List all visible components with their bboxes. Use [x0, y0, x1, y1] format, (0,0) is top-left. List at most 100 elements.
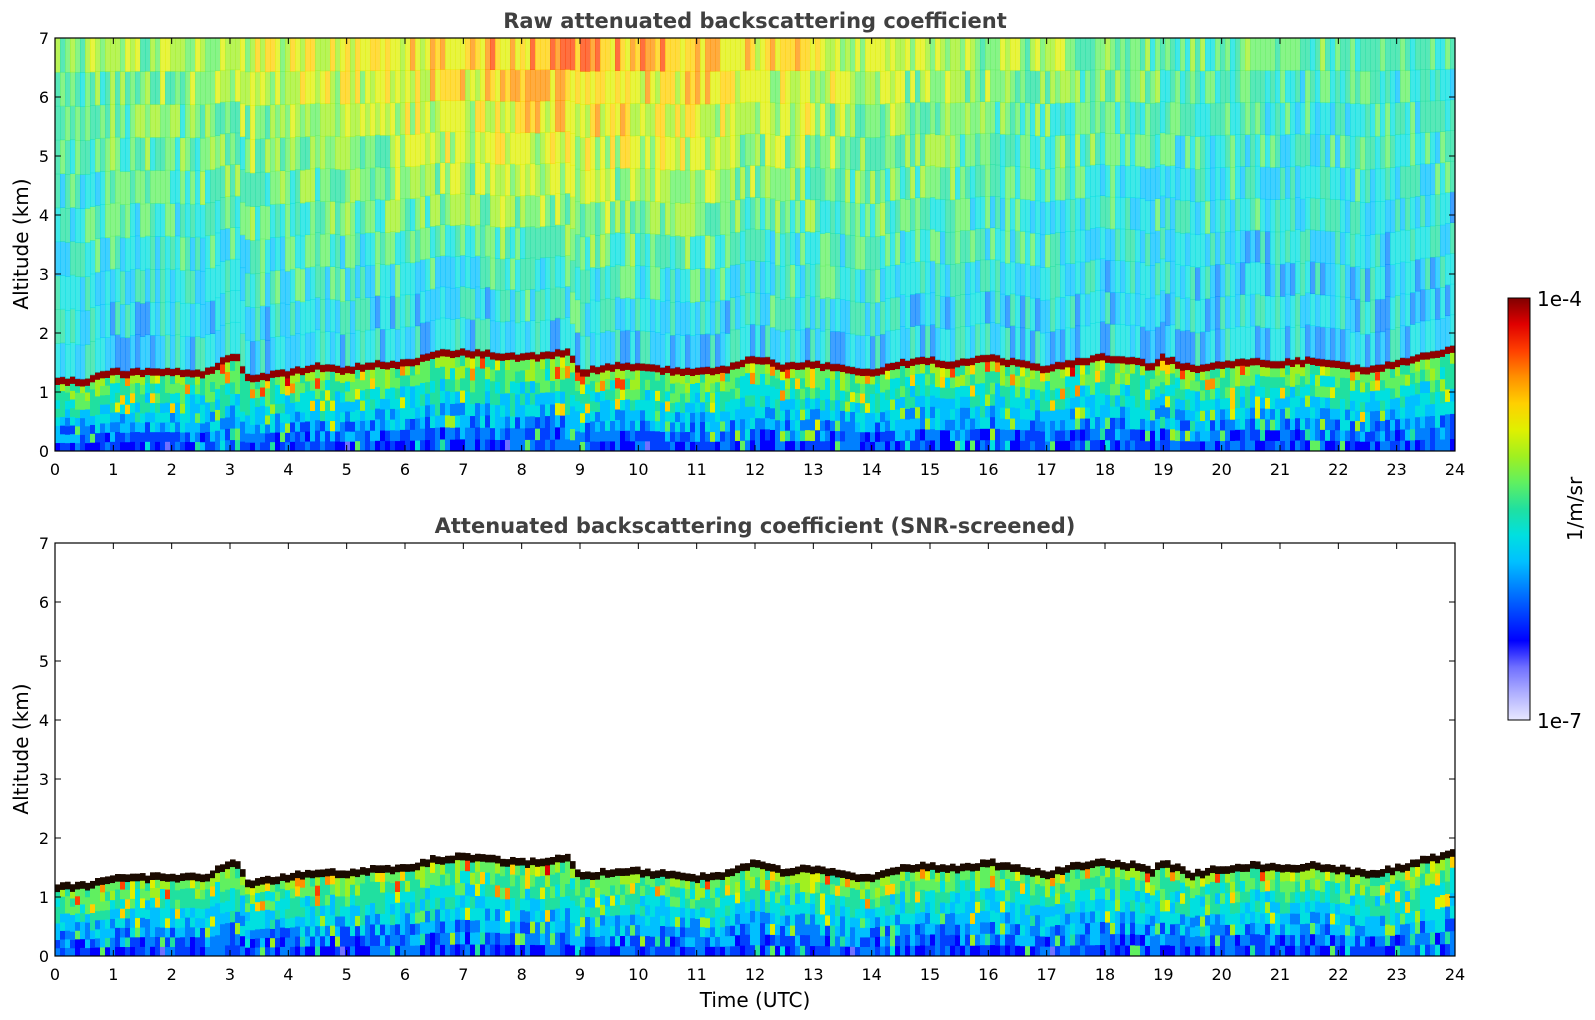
panel-raw-noise-cell: [135, 103, 141, 138]
panel-raw-noise-cell: [750, 133, 756, 166]
panel-raw-cell: [480, 439, 486, 451]
panel-raw-noise-cell: [1225, 295, 1231, 329]
panel-raw-noise-cell: [1245, 294, 1251, 328]
panel-raw-noise-cell: [1245, 70, 1251, 103]
panel-raw-cell: [1315, 385, 1321, 397]
panel-raw-cell: [715, 401, 721, 412]
panel-raw-noise-cell: [570, 323, 576, 356]
panel-raw-noise-cell: [1330, 70, 1336, 103]
panel-raw-cell: [1040, 420, 1046, 432]
panel-raw-noise-cell: [270, 38, 276, 72]
panel-raw-noise-cell: [110, 169, 116, 204]
panel-raw-noise-cell: [330, 331, 336, 365]
panel-raw-cell: [855, 421, 861, 433]
panel-raw-noise-cell: [410, 230, 416, 264]
panel-raw-noise-cell: [660, 235, 666, 270]
panel-raw-noise-cell: [1090, 228, 1096, 261]
panel-raw-cell: [625, 409, 631, 421]
panel-raw-noise-cell: [635, 70, 641, 104]
panel-raw-noise-cell: [820, 70, 826, 104]
panel-raw-noise-cell: [815, 231, 821, 265]
panel-raw-noise-cell: [1250, 69, 1256, 103]
panel-raw-cell: [295, 421, 301, 432]
panel-raw-noise-cell: [155, 334, 161, 369]
panel-raw-cell: [815, 376, 821, 388]
panel-raw-cell: [1030, 388, 1036, 400]
panel-raw-noise-cell: [440, 286, 446, 319]
panel-raw-cell: [895, 377, 901, 389]
panel-raw-noise-cell: [345, 103, 351, 137]
panel-raw-cell: [290, 382, 296, 394]
panel-raw-noise-cell: [1305, 197, 1311, 230]
panel-raw-cell: [795, 419, 801, 431]
panel-raw-noise-cell: [845, 234, 851, 269]
panel-raw-noise-cell: [540, 132, 546, 165]
panel-raw-noise-cell: [365, 264, 371, 298]
panel-raw-cell: [1095, 404, 1101, 418]
panel-raw-cell: [1065, 408, 1071, 420]
panel-raw-cell: [710, 382, 716, 394]
panel-raw-cell: [570, 428, 576, 441]
panel-raw-cell: [1165, 439, 1171, 451]
panel-raw-cell: [570, 417, 576, 429]
panel-raw-noise-cell: [655, 299, 661, 333]
panel-raw-noise-cell: [1245, 38, 1251, 71]
panel-raw-noise-cell: [375, 231, 381, 264]
panel-raw-cell: [660, 372, 666, 383]
panel-raw-cell: [235, 416, 241, 429]
panel-raw-noise-cell: [185, 104, 191, 138]
panel-raw-cell: [660, 382, 666, 393]
panel-raw-cell: [700, 372, 706, 383]
panel-raw-cell: [970, 362, 976, 375]
panel-raw-noise-cell: [1060, 167, 1066, 201]
panel-raw-bl-cell: [125, 370, 131, 379]
panel-raw-noise-cell: [905, 134, 911, 168]
panel-raw-cell: [945, 387, 951, 399]
panel-raw-noise-cell: [475, 224, 481, 257]
panel-raw-noise-cell: [1300, 198, 1306, 232]
panel-raw-bl-cell: [390, 360, 396, 368]
panel-raw-cell: [90, 379, 96, 390]
panel-raw-cell: [975, 405, 981, 418]
panel-raw-cell: [980, 371, 986, 384]
panel-raw-noise-cell: [520, 258, 526, 291]
panel-raw-noise-cell: [615, 70, 621, 104]
panel-raw-noise-cell: [340, 38, 346, 72]
panel-raw-noise-cell: [215, 38, 221, 72]
panel-raw-cell: [250, 397, 256, 408]
panel-raw-cell: [515, 370, 521, 383]
panel-raw-cell: [275, 412, 281, 424]
panel-raw-cell: [405, 396, 411, 409]
panel-raw-cell: [1135, 373, 1141, 386]
panel-raw-cell: [1010, 417, 1016, 430]
panel-raw-noise-cell: [520, 321, 526, 354]
panel-raw-noise-cell: [955, 327, 961, 361]
panel-raw-cell: [780, 400, 786, 411]
panel-raw-noise-cell: [470, 100, 476, 133]
panel-raw-noise-cell: [100, 38, 106, 72]
panel-raw-noise-cell: [1165, 133, 1171, 167]
panel-raw-noise-cell: [1300, 295, 1306, 328]
panel-raw-noise-cell: [440, 224, 446, 257]
panel-raw-noise-cell: [895, 329, 901, 363]
panel-raw-cell: [1200, 420, 1206, 432]
panel-raw-cell: [550, 380, 556, 393]
panel-raw-cell: [820, 368, 826, 380]
panel-raw-cell: [590, 380, 596, 392]
panel-raw-noise-cell: [360, 38, 366, 72]
panel-raw-noise-cell: [695, 235, 701, 270]
panel-raw-noise-cell: [770, 102, 776, 135]
panel-raw-noise-cell: [1180, 298, 1186, 332]
panel-raw-noise-cell: [185, 38, 191, 72]
panel-raw-cell: [500, 416, 506, 429]
panel-raw-cell: [1310, 439, 1316, 451]
panel-raw-noise-cell: [1145, 330, 1151, 364]
panel-raw-cell: [555, 402, 561, 416]
panel-raw-noise-cell: [325, 233, 331, 267]
panel-raw-noise-cell: [1045, 266, 1051, 301]
panel-raw-cell: [150, 383, 156, 394]
panel-raw-noise-cell: [1020, 166, 1026, 200]
panel-raw-noise-cell: [315, 38, 321, 71]
panel-raw-cell: [160, 422, 166, 433]
panel-raw-cell: [215, 419, 221, 431]
